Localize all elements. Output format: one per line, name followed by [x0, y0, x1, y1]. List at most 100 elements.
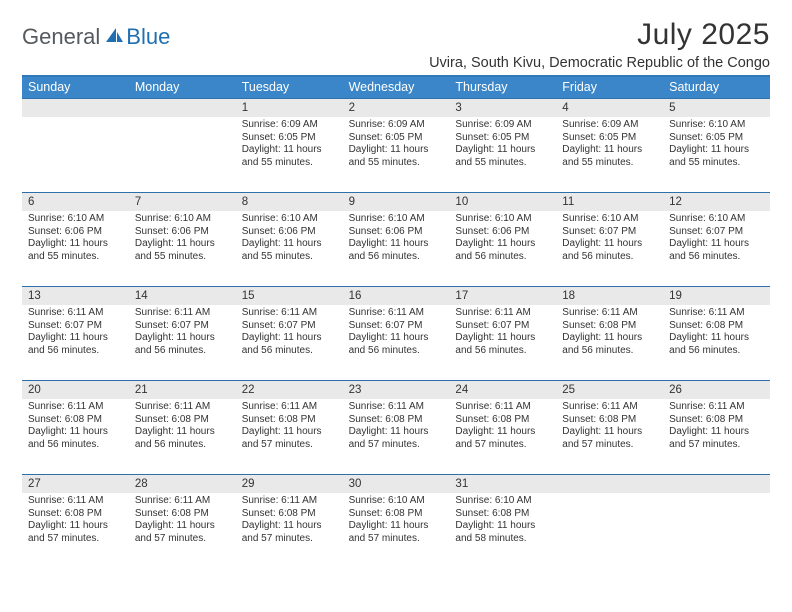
- day-number: 18: [556, 286, 663, 305]
- sunrise-line: Sunrise: 6:10 AM: [669, 119, 764, 132]
- sunset-line: Sunset: 6:05 PM: [562, 132, 657, 145]
- sunrise-line: Sunrise: 6:11 AM: [562, 401, 657, 414]
- brand-part2: Blue: [126, 24, 170, 50]
- day-body: Sunrise: 6:10 AMSunset: 6:06 PMDaylight:…: [129, 211, 236, 267]
- daylight-line: Daylight: 11 hours and 56 minutes.: [349, 332, 444, 357]
- day-number: 7: [129, 192, 236, 211]
- sunset-line: Sunset: 6:07 PM: [28, 320, 123, 333]
- sunset-line: Sunset: 6:08 PM: [455, 508, 550, 521]
- daylight-line: Daylight: 11 hours and 58 minutes.: [455, 520, 550, 545]
- row-spacer: [556, 370, 663, 380]
- daylight-line: Daylight: 11 hours and 56 minutes.: [562, 238, 657, 263]
- day-cell: 13Sunrise: 6:11 AMSunset: 6:07 PMDayligh…: [22, 286, 129, 370]
- row-spacer: [343, 370, 450, 380]
- daylight-line: Daylight: 11 hours and 55 minutes.: [562, 144, 657, 169]
- row-spacer: [22, 370, 129, 380]
- day-number: 2: [343, 98, 450, 117]
- day-cell: 25Sunrise: 6:11 AMSunset: 6:08 PMDayligh…: [556, 380, 663, 464]
- day-number: [556, 474, 663, 493]
- sunrise-line: Sunrise: 6:10 AM: [28, 213, 123, 226]
- sunrise-line: Sunrise: 6:11 AM: [28, 401, 123, 414]
- row-spacer: [343, 182, 450, 192]
- title-block: July 2025 Uvira, South Kivu, Democratic …: [429, 18, 770, 71]
- sunrise-line: Sunrise: 6:10 AM: [669, 213, 764, 226]
- daylight-line: Daylight: 11 hours and 57 minutes.: [455, 426, 550, 451]
- day-body: Sunrise: 6:11 AMSunset: 6:08 PMDaylight:…: [129, 493, 236, 549]
- day-number: [22, 98, 129, 117]
- day-cell: 19Sunrise: 6:11 AMSunset: 6:08 PMDayligh…: [663, 286, 770, 370]
- daylight-line: Daylight: 11 hours and 55 minutes.: [242, 144, 337, 169]
- day-number: 31: [449, 474, 556, 493]
- day-number: 9: [343, 192, 450, 211]
- daylight-line: Daylight: 11 hours and 56 minutes.: [28, 332, 123, 357]
- day-number: [663, 474, 770, 493]
- sunset-line: Sunset: 6:07 PM: [242, 320, 337, 333]
- day-body: [663, 493, 770, 499]
- calendar-page: General Blue July 2025 Uvira, South Kivu…: [0, 0, 792, 570]
- empty-cell: [663, 474, 770, 558]
- sunset-line: Sunset: 6:07 PM: [669, 226, 764, 239]
- day-number: 17: [449, 286, 556, 305]
- row-spacer: [449, 464, 556, 474]
- day-body: Sunrise: 6:11 AMSunset: 6:08 PMDaylight:…: [22, 399, 129, 455]
- sunrise-line: Sunrise: 6:09 AM: [562, 119, 657, 132]
- day-cell: 12Sunrise: 6:10 AMSunset: 6:07 PMDayligh…: [663, 192, 770, 276]
- sunrise-line: Sunrise: 6:10 AM: [562, 213, 657, 226]
- daylight-line: Daylight: 11 hours and 57 minutes.: [669, 426, 764, 451]
- sunset-line: Sunset: 6:07 PM: [455, 320, 550, 333]
- daylight-line: Daylight: 11 hours and 56 minutes.: [28, 426, 123, 451]
- sunrise-line: Sunrise: 6:11 AM: [135, 401, 230, 414]
- daylight-line: Daylight: 11 hours and 57 minutes.: [349, 520, 444, 545]
- day-body: Sunrise: 6:10 AMSunset: 6:06 PMDaylight:…: [343, 211, 450, 267]
- sunset-line: Sunset: 6:08 PM: [135, 508, 230, 521]
- row-spacer: [236, 370, 343, 380]
- day-body: Sunrise: 6:11 AMSunset: 6:07 PMDaylight:…: [236, 305, 343, 361]
- day-cell: 7Sunrise: 6:10 AMSunset: 6:06 PMDaylight…: [129, 192, 236, 276]
- row-spacer: [556, 182, 663, 192]
- sunrise-line: Sunrise: 6:11 AM: [242, 401, 337, 414]
- row-spacer: [449, 182, 556, 192]
- daylight-line: Daylight: 11 hours and 57 minutes.: [135, 520, 230, 545]
- brand-part1: General: [22, 24, 100, 50]
- day-number: 24: [449, 380, 556, 399]
- day-cell: 18Sunrise: 6:11 AMSunset: 6:08 PMDayligh…: [556, 286, 663, 370]
- row-spacer: [449, 370, 556, 380]
- day-cell: 8Sunrise: 6:10 AMSunset: 6:06 PMDaylight…: [236, 192, 343, 276]
- sunrise-line: Sunrise: 6:11 AM: [349, 307, 444, 320]
- sunset-line: Sunset: 6:08 PM: [669, 320, 764, 333]
- day-body: Sunrise: 6:11 AMSunset: 6:07 PMDaylight:…: [22, 305, 129, 361]
- sunset-line: Sunset: 6:05 PM: [669, 132, 764, 145]
- daylight-line: Daylight: 11 hours and 56 minutes.: [455, 238, 550, 263]
- sunrise-line: Sunrise: 6:11 AM: [135, 495, 230, 508]
- row-spacer: [556, 276, 663, 286]
- day-cell: 5Sunrise: 6:10 AMSunset: 6:05 PMDaylight…: [663, 98, 770, 182]
- sunset-line: Sunset: 6:08 PM: [242, 508, 337, 521]
- day-cell: 29Sunrise: 6:11 AMSunset: 6:08 PMDayligh…: [236, 474, 343, 558]
- weekday-header: Wednesday: [343, 77, 450, 98]
- sunset-line: Sunset: 6:07 PM: [135, 320, 230, 333]
- daylight-line: Daylight: 11 hours and 55 minutes.: [669, 144, 764, 169]
- row-spacer: [449, 276, 556, 286]
- sunset-line: Sunset: 6:08 PM: [562, 320, 657, 333]
- daylight-line: Daylight: 11 hours and 56 minutes.: [135, 426, 230, 451]
- day-number: 16: [343, 286, 450, 305]
- day-body: Sunrise: 6:11 AMSunset: 6:08 PMDaylight:…: [22, 493, 129, 549]
- weekday-header: Monday: [129, 77, 236, 98]
- day-body: Sunrise: 6:11 AMSunset: 6:08 PMDaylight:…: [236, 399, 343, 455]
- weekday-header: Tuesday: [236, 77, 343, 98]
- day-body: Sunrise: 6:11 AMSunset: 6:08 PMDaylight:…: [449, 399, 556, 455]
- row-spacer: [663, 464, 770, 474]
- day-number: 20: [22, 380, 129, 399]
- month-title: July 2025: [429, 18, 770, 52]
- daylight-line: Daylight: 11 hours and 55 minutes.: [455, 144, 550, 169]
- daylight-line: Daylight: 11 hours and 56 minutes.: [562, 332, 657, 357]
- sunset-line: Sunset: 6:06 PM: [349, 226, 444, 239]
- day-cell: 23Sunrise: 6:11 AMSunset: 6:08 PMDayligh…: [343, 380, 450, 464]
- sunrise-line: Sunrise: 6:10 AM: [242, 213, 337, 226]
- day-number: 3: [449, 98, 556, 117]
- daylight-line: Daylight: 11 hours and 56 minutes.: [669, 238, 764, 263]
- day-body: Sunrise: 6:10 AMSunset: 6:07 PMDaylight:…: [663, 211, 770, 267]
- day-cell: 2Sunrise: 6:09 AMSunset: 6:05 PMDaylight…: [343, 98, 450, 182]
- row-spacer: [663, 370, 770, 380]
- daylight-line: Daylight: 11 hours and 57 minutes.: [242, 426, 337, 451]
